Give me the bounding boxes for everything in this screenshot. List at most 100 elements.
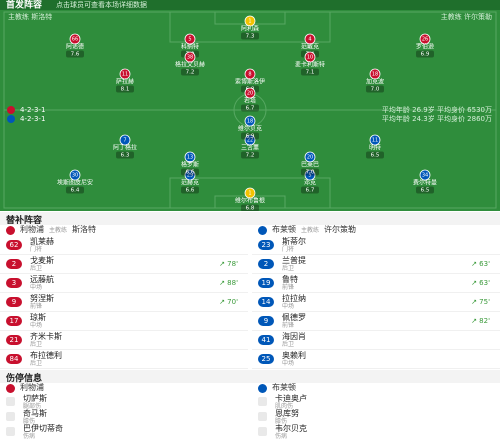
player-icon[interactable]: [419, 169, 431, 181]
injury-reason: 肌肉伤: [275, 402, 294, 410]
sub-row[interactable]: 25 奥赖利 中场: [252, 350, 500, 369]
injury-icon: [6, 427, 15, 436]
rating-box: [301, 186, 319, 194]
player-number: 26: [422, 37, 428, 43]
player-icon[interactable]: [419, 33, 431, 45]
sub-number: 25: [258, 354, 274, 364]
rating-box: [241, 104, 259, 112]
sub-row[interactable]: 23 斯蒂尔 门将: [252, 236, 500, 255]
player-icon[interactable]: [184, 51, 196, 63]
player-icon[interactable]: [304, 169, 316, 181]
team-badge: [258, 383, 267, 393]
sub-number: 2: [258, 259, 274, 269]
player-rating: 6.6: [186, 188, 195, 194]
injury-row: 恩库努 膝伤: [252, 409, 500, 425]
player-name: 麦卡利斯特: [295, 61, 325, 69]
player-name: 索博斯洛伊: [235, 78, 265, 86]
sub-name: 远藤航: [30, 275, 54, 284]
player-icon[interactable]: [184, 151, 196, 163]
sub-position: 中场: [282, 360, 295, 367]
player-icon[interactable]: [244, 187, 256, 199]
injury-icon: [258, 412, 267, 421]
sub-row[interactable]: 9 努涅斯 前锋 ↗ 70': [0, 293, 248, 312]
sub-name: 齐米卡斯: [30, 332, 62, 341]
sub-position: 前锋: [30, 303, 43, 310]
team-row: 布莱顿 主教练 许尔策勒: [252, 224, 500, 236]
player-icon[interactable]: [369, 68, 381, 80]
player-icon[interactable]: [184, 33, 196, 45]
player-number: 38: [187, 55, 193, 61]
sub-name: 戈麦斯: [30, 256, 54, 265]
sub-row[interactable]: 41 海因肖 后卫: [252, 331, 500, 350]
sub-minute: ↗ 75': [471, 298, 490, 306]
player-number: 30: [72, 173, 78, 179]
sub-row[interactable]: 62 凯莱赫 门将: [0, 236, 248, 255]
sub-row[interactable]: 2 戈麦斯 后卫 ↗ 78': [0, 255, 248, 274]
sub-position: 前锋: [282, 322, 295, 329]
sub-row[interactable]: 19 鲁特 前锋 ↗ 63': [252, 274, 500, 293]
injury-row: 切萨斯 腿部伤: [0, 394, 248, 410]
sub-row[interactable]: 2 兰普提 后卫 ↗ 63': [252, 255, 500, 274]
player-icon[interactable]: [184, 169, 196, 181]
player-number: 20: [307, 155, 313, 161]
rating-box: [416, 50, 434, 58]
player-icon[interactable]: [69, 33, 81, 45]
player-icon[interactable]: [244, 68, 256, 80]
player-name: 加克波: [366, 78, 384, 86]
player-icon[interactable]: [244, 115, 256, 127]
sub-number: 84: [6, 354, 22, 364]
sub-position: 后卫: [282, 265, 295, 272]
sub-position: 中场: [30, 322, 43, 329]
player-number: 5: [308, 173, 311, 179]
player-name: 阿丁格拉: [113, 144, 137, 152]
sub-row[interactable]: 3 远藤航 中场 ↗ 88': [0, 274, 248, 293]
sub-row[interactable]: 17 琼斯 中场: [0, 312, 248, 331]
player-icon[interactable]: [69, 169, 81, 181]
sub-row[interactable]: 9 佩德罗 前锋 ↗ 82': [252, 312, 500, 331]
sub-name: 奥赖利: [282, 351, 306, 360]
rating-box: [241, 132, 259, 140]
player-icon[interactable]: [244, 134, 256, 146]
injuries-home: 利物浦 切萨斯 腿部伤 奇马斯 膝伤 巴伊切蒂奇 伤病: [0, 382, 248, 440]
player-rating: 6.3: [121, 153, 130, 159]
rating-box: [181, 68, 199, 76]
player-icon[interactable]: [119, 68, 131, 80]
player-rating: 6.9: [246, 134, 255, 140]
player-number: 66: [72, 37, 78, 43]
team-badge: [258, 225, 267, 235]
sub-minute: ↗ 88': [219, 279, 238, 287]
player-number: 1: [248, 19, 251, 25]
player-icon[interactable]: [304, 151, 316, 163]
sub-text: 鲁特 前锋: [282, 275, 298, 291]
rating-box: [66, 50, 84, 58]
player-icon[interactable]: [244, 15, 256, 27]
team-row: 利物浦: [0, 382, 248, 394]
injury-row: 韦尔贝克 伤病: [252, 424, 500, 440]
sub-text: 海因肖 后卫: [282, 332, 306, 348]
injury-row: 巴伊切蒂奇 伤病: [0, 424, 248, 440]
player-icon[interactable]: [119, 134, 131, 146]
subs-title: 替补阵容: [0, 212, 500, 226]
team-name: 利物浦: [20, 225, 44, 234]
player-rating: 7.3: [246, 34, 255, 40]
player-icon[interactable]: [304, 51, 316, 63]
sub-row[interactable]: 14 拉拉纳 中场 ↗ 75': [252, 293, 500, 312]
sub-minute: ↗ 78': [219, 260, 238, 268]
injury-icon: [6, 412, 15, 421]
sub-number: 62: [6, 240, 22, 250]
sub-text: 斯蒂尔 门将: [282, 237, 306, 253]
away-info: 平均年龄 24.3岁 平均身价 2860万: [382, 114, 492, 123]
home-formation: 4-2-3-1: [20, 106, 45, 114]
sub-number: 2: [6, 259, 22, 269]
sub-number: 19: [258, 278, 274, 288]
header-title: 首发阵容: [6, 0, 42, 11]
player-icon[interactable]: [369, 134, 381, 146]
sub-row[interactable]: 84 布拉德利 后卫: [0, 350, 248, 369]
sub-position: 后卫: [282, 341, 295, 348]
player-icon[interactable]: [304, 33, 316, 45]
injury-row: 卡迪奥卢 肌肉伤: [252, 394, 500, 410]
sub-row[interactable]: 21 齐米卡斯 后卫: [0, 331, 248, 350]
sub-name: 海因肖: [282, 332, 306, 341]
player-icon[interactable]: [244, 87, 256, 99]
player-name: 萨拉赫: [116, 78, 134, 86]
